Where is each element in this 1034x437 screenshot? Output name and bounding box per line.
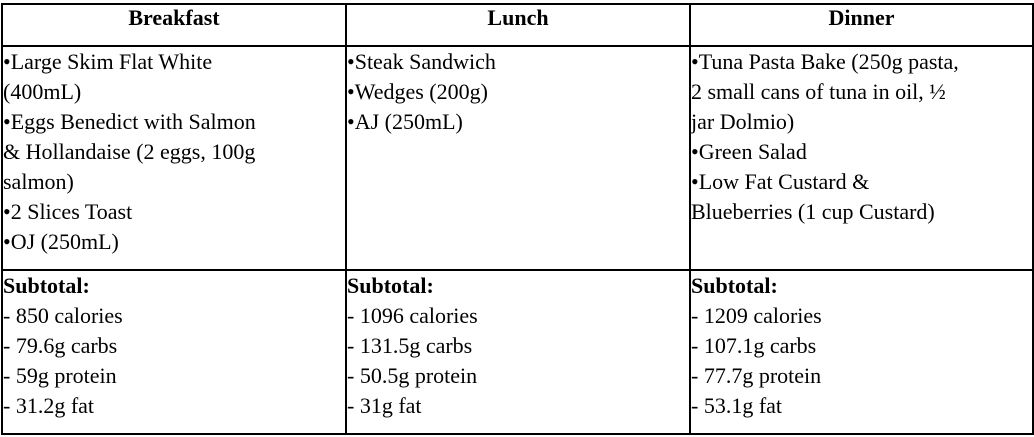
dinner-subtotal: Subtotal: - 1209 calories - 107.1g carbs… (689, 269, 1034, 435)
header-lunch: Lunch (345, 3, 691, 47)
subtotal-calories: - 1096 calories (347, 303, 478, 328)
list-item: (400mL) (3, 79, 82, 104)
subtotal-carbs: - 107.1g carbs (691, 333, 817, 358)
meal-plan-table: Breakfast Lunch Dinner •Large Skim Flat … (1, 3, 1034, 435)
header-row: Breakfast Lunch Dinner (1, 3, 1034, 47)
subtotal-fat: - 31g fat (347, 393, 422, 418)
subtotal-calories: - 850 calories (3, 303, 123, 328)
items-row: •Large Skim Flat White (400mL) •Eggs Ben… (1, 45, 1034, 271)
list-item: •Low Fat Custard & (691, 169, 870, 194)
list-item: jar Dolmio) (691, 109, 795, 134)
list-item: •OJ (250mL) (3, 229, 119, 254)
list-item: •Steak Sandwich (347, 49, 496, 74)
list-item: Blueberries (1 cup Custard) (691, 199, 935, 224)
header-dinner: Dinner (689, 3, 1034, 47)
subtotal-protein: - 50.5g protein (347, 363, 478, 388)
subtotal-label: Subtotal: (691, 273, 778, 298)
list-item: •Green Salad (691, 139, 807, 164)
dinner-items: •Tuna Pasta Bake (250g pasta, 2 small ca… (689, 45, 1034, 271)
list-item: 2 small cans of tuna in oil, ½ (691, 79, 946, 104)
list-item: •Tuna Pasta Bake (250g pasta, (691, 49, 959, 74)
subtotal-label: Subtotal: (3, 273, 90, 298)
subtotal-fat: - 53.1g fat (691, 393, 783, 418)
header-breakfast: Breakfast (1, 3, 347, 47)
list-item: •Wedges (200g) (347, 79, 488, 104)
subtotal-protein: - 77.7g protein (691, 363, 822, 388)
subtotal-carbs: - 131.5g carbs (347, 333, 473, 358)
subtotal-label: Subtotal: (347, 273, 434, 298)
lunch-subtotal: Subtotal: - 1096 calories - 131.5g carbs… (345, 269, 691, 435)
subtotal-fat: - 31.2g fat (3, 393, 95, 418)
subtotal-calories: - 1209 calories (691, 303, 822, 328)
breakfast-items: •Large Skim Flat White (400mL) •Eggs Ben… (1, 45, 347, 271)
subtotal-carbs: - 79.6g carbs (3, 333, 118, 358)
subtotal-row: Subtotal: - 850 calories - 79.6g carbs -… (1, 269, 1034, 435)
list-item: •AJ (250mL) (347, 109, 463, 134)
list-item: •Eggs Benedict with Salmon (3, 109, 256, 134)
list-item: •2 Slices Toast (3, 199, 133, 224)
lunch-items: •Steak Sandwich •Wedges (200g) •AJ (250m… (345, 45, 691, 271)
subtotal-protein: - 59g protein (3, 363, 117, 388)
list-item: & Hollandaise (2 eggs, 100g (3, 139, 256, 164)
list-item: •Large Skim Flat White (3, 49, 213, 74)
breakfast-subtotal: Subtotal: - 850 calories - 79.6g carbs -… (1, 269, 347, 435)
list-item: salmon) (3, 169, 74, 194)
